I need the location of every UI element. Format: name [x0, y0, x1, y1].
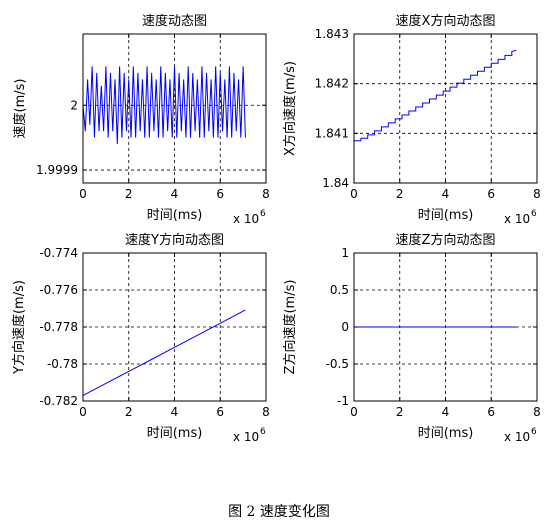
y-tick-label: -0.782 — [39, 394, 78, 408]
x-exponent-label: x 10 — [504, 212, 530, 226]
x-tick-label: 6 — [216, 187, 224, 201]
x-exponent-label: x 10 — [504, 430, 530, 444]
x-tick-label: 2 — [125, 405, 133, 419]
x-tick-label: 2 — [125, 187, 133, 201]
y-tick-label: 1.842 — [315, 77, 349, 91]
x-exponent-label: x 10 — [233, 430, 259, 444]
y-tick-label: 0.5 — [330, 283, 349, 297]
x-tick-label: 0 — [79, 405, 87, 419]
y-tick-label: 1.9999 — [36, 163, 78, 177]
x-tick-label: 6 — [487, 405, 495, 419]
x-axis-label: 时间(ms) — [147, 208, 203, 223]
x-tick-label: 4 — [171, 187, 179, 201]
x-tick-label: 2 — [396, 187, 404, 201]
x-exponent-power: 6 — [260, 427, 266, 437]
y-axis-label: 速度(m/s) — [12, 79, 28, 139]
x-exponent-power: 6 — [531, 427, 537, 437]
y-tick-label: -1 — [337, 394, 349, 408]
y-tick-label: 1 — [341, 246, 349, 260]
x-exponent-power: 6 — [531, 209, 537, 219]
x-tick-label: 4 — [442, 187, 450, 201]
x-tick-label: 6 — [487, 187, 495, 201]
y-tick-label: -0.774 — [39, 246, 78, 260]
y-tick-label: 2 — [70, 98, 78, 112]
x-tick-label: 0 — [350, 405, 358, 419]
x-tick-label: 0 — [79, 187, 87, 201]
x-tick-label: 8 — [262, 187, 270, 201]
y-tick-label: -0.778 — [39, 320, 78, 334]
y-tick-label: 1.841 — [315, 126, 349, 140]
x-tick-label: 4 — [442, 405, 450, 419]
x-tick-label: 8 — [533, 187, 541, 201]
x-exponent-power: 6 — [260, 209, 266, 219]
y-tick-label: -0.78 — [47, 357, 78, 371]
y-tick-label: 1.84 — [322, 176, 349, 190]
chart-title: 速度动态图 — [142, 13, 207, 29]
y-tick-label: 0 — [341, 320, 349, 334]
x-axis-label: 时间(ms) — [147, 426, 203, 441]
data-line-series-1 — [82, 66, 246, 145]
x-tick-label: 0 — [350, 187, 358, 201]
y-tick-label: -0.5 — [326, 357, 349, 371]
y-tick-label: -0.776 — [39, 283, 78, 297]
data-line-series-1 — [82, 309, 246, 396]
x-tick-label: 2 — [396, 405, 404, 419]
chart-title: 速度Z方向动态图 — [396, 232, 496, 248]
figure-caption: 图 2 速度变化图 — [228, 504, 330, 520]
chart-title: 速度Y方向动态图 — [125, 232, 224, 248]
data-line-series-1 — [354, 49, 517, 142]
x-tick-label: 4 — [171, 405, 179, 419]
y-axis-label: X方向速度(m/s) — [282, 61, 298, 156]
x-axis-label: 时间(ms) — [418, 426, 474, 441]
x-axis-label: 时间(ms) — [418, 208, 474, 223]
x-tick-label: 8 — [262, 405, 270, 419]
y-tick-label: 1.843 — [315, 27, 349, 41]
x-tick-label: 8 — [533, 405, 541, 419]
x-tick-label: 6 — [216, 405, 224, 419]
x-exponent-label: x 10 — [233, 212, 259, 226]
chart-title: 速度X方向动态图 — [396, 13, 496, 29]
chart-panel-3: 0 2 4 6 8 -0.782 -0.78 -0.778 -0.776 -0.774 速度Y方向动… — [11, 232, 270, 444]
y-axis-label: Z方向速度(m/s) — [282, 280, 298, 375]
y-axis-label: Y方向速度(m/s) — [11, 280, 27, 375]
